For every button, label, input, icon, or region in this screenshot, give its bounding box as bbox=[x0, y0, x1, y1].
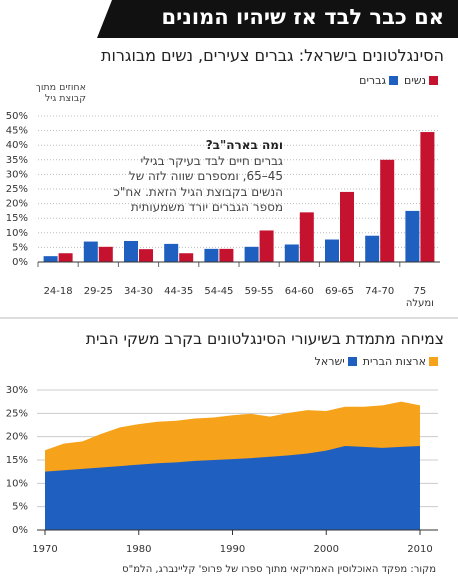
y-axis-label: אחוזים מתוך קבוצת גיל bbox=[35, 82, 86, 104]
annotation-title: ומה בארה"ב? bbox=[205, 138, 283, 152]
annotation-line: הנשים בקבוצת הגיל הזאת. אח"כ bbox=[113, 184, 283, 199]
bar bbox=[164, 243, 179, 262]
legend-item: נשים bbox=[404, 74, 438, 87]
legend: ארצות הברית ישראל bbox=[315, 355, 438, 368]
bar bbox=[244, 246, 259, 262]
bar bbox=[365, 235, 380, 262]
bar bbox=[179, 253, 194, 262]
y-tick-label: 50% bbox=[6, 111, 28, 122]
y-tick-label: 15% bbox=[6, 455, 28, 466]
annotation: ומה בארה"ב? גברים חיים לבד בעיקר בגילי 45… bbox=[114, 138, 283, 216]
legend-label: נשים bbox=[404, 74, 426, 87]
annotation-line: גברים חיים לבד בעיקר בגילי bbox=[140, 153, 283, 168]
y-tick-label: 30% bbox=[6, 385, 28, 396]
x-tick-label: 24-18 bbox=[43, 286, 73, 297]
legend-label: ישראל bbox=[314, 355, 345, 368]
x-tick-label: 64-60 bbox=[284, 286, 314, 297]
x-tick-label: 44-35 bbox=[164, 286, 194, 297]
x-tick-label: 1980 bbox=[126, 544, 151, 555]
chart-title: הסינגלטונים בישראל: גברים צעירים, נשים מ… bbox=[100, 46, 444, 65]
x-tick-label: 34-30 bbox=[123, 286, 154, 297]
annotation-body: גברים חיים לבד בעיקר בגילי 45–65, ומספרם … bbox=[114, 154, 283, 216]
bar bbox=[380, 159, 395, 262]
y-tick-label: 15% bbox=[6, 213, 28, 224]
y-tick-label: 5% bbox=[12, 502, 28, 513]
bar bbox=[420, 132, 435, 262]
bar bbox=[98, 246, 113, 262]
legend-item: גברים bbox=[359, 74, 399, 87]
bar bbox=[204, 248, 219, 262]
bar bbox=[299, 212, 314, 262]
area bbox=[45, 446, 420, 530]
y-tick-label: 20% bbox=[6, 432, 28, 443]
bar bbox=[405, 210, 420, 262]
y-tick-label: 0% bbox=[12, 257, 28, 268]
x-tick-label: 1990 bbox=[220, 544, 245, 555]
legend-swatch bbox=[429, 357, 438, 366]
x-tick-label: 75 ומעלה bbox=[405, 286, 434, 309]
bar bbox=[58, 253, 73, 262]
y-tick-label: 5% bbox=[12, 242, 28, 253]
bar bbox=[284, 244, 299, 262]
legend-label: ארצות הברית bbox=[362, 355, 426, 368]
y-tick-label: 25% bbox=[6, 408, 28, 419]
chart-title: צמיחה מתמדת בשיעורי הסינגלטונים בקרב משק… bbox=[85, 330, 444, 348]
x-tick-label: 69-65 bbox=[324, 286, 355, 297]
annotation-line: 45–65, ומספרם שווה לזה של bbox=[128, 169, 283, 183]
bar bbox=[139, 249, 153, 262]
legend-swatch bbox=[347, 357, 357, 366]
y-tick-label: 10% bbox=[6, 228, 28, 239]
bar bbox=[259, 230, 274, 262]
legend: נשים גברים bbox=[359, 74, 438, 87]
header-title: אם כבר לבד אז שיהיו המונים bbox=[161, 5, 444, 29]
y-tick-label: 0% bbox=[12, 525, 28, 536]
y-tick-label: 30% bbox=[6, 169, 28, 180]
x-tick-label: 1970 bbox=[32, 544, 57, 555]
legend-swatch bbox=[389, 76, 399, 85]
bar bbox=[83, 241, 98, 262]
source: מקור: מפקד האוכלוסין האמריקאי מתוך ספרו … bbox=[122, 564, 436, 575]
y-tick-label: 20% bbox=[6, 199, 28, 210]
annotation-line: מספר הגברים יורד משמעותית bbox=[130, 200, 283, 214]
y-tick-label: 45% bbox=[6, 126, 28, 137]
x-tick-label: 59-55 bbox=[244, 286, 274, 297]
bar bbox=[340, 191, 354, 262]
header-banner bbox=[97, 0, 458, 38]
x-tick-label: 74-70 bbox=[365, 286, 395, 297]
y-tick-label: 25% bbox=[6, 184, 28, 195]
y-tick-label: 10% bbox=[6, 478, 28, 489]
x-tick-label: 54-45 bbox=[204, 286, 234, 297]
x-tick-label: 29-25 bbox=[83, 286, 113, 297]
x-tick-label: 2010 bbox=[407, 544, 432, 555]
legend-item: ישראל bbox=[315, 355, 357, 368]
bar bbox=[219, 248, 234, 262]
bar bbox=[325, 239, 339, 262]
legend-item: ארצות הברית bbox=[363, 355, 438, 368]
legend-label: גברים bbox=[359, 74, 387, 87]
y-tick-label: 40% bbox=[6, 140, 28, 151]
bar bbox=[124, 240, 138, 262]
legend-swatch bbox=[429, 76, 438, 85]
y-tick-label: 35% bbox=[6, 155, 28, 166]
bar bbox=[43, 256, 58, 262]
x-tick-label: 2000 bbox=[314, 544, 339, 555]
